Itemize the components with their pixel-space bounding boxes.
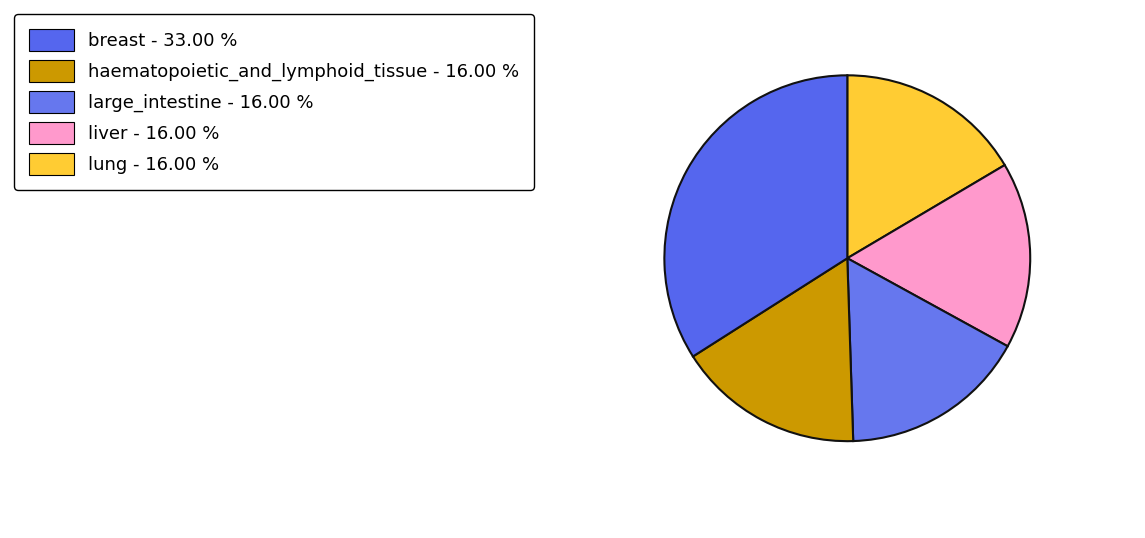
- Wedge shape: [847, 258, 1008, 441]
- Wedge shape: [847, 75, 1004, 258]
- Wedge shape: [847, 165, 1030, 346]
- Legend: breast - 33.00 %, haematopoietic_and_lymphoid_tissue - 16.00 %, large_intestine : breast - 33.00 %, haematopoietic_and_lym…: [14, 15, 534, 189]
- Wedge shape: [693, 258, 853, 441]
- Wedge shape: [664, 75, 847, 357]
